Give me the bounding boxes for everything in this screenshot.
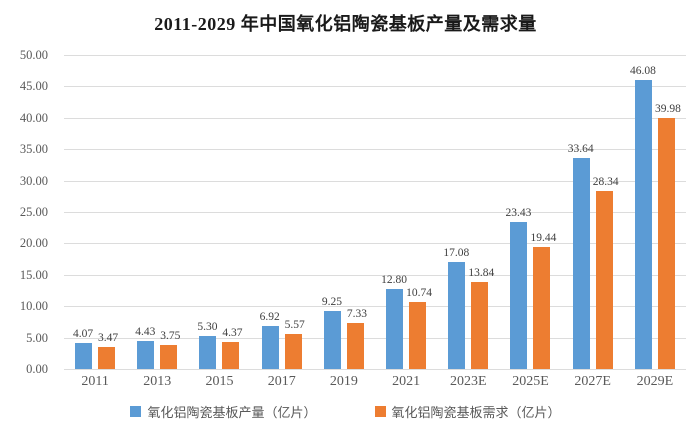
value-label: 9.25: [321, 295, 342, 308]
production-bar-2015: [199, 335, 217, 369]
chart-title: 2011-2029 年中国氧化铝陶瓷基板产量及需求量: [154, 14, 537, 34]
x-tick-label-2011: 2011: [81, 374, 109, 389]
gridline: [64, 180, 686, 182]
production-bar-2013: [137, 341, 155, 369]
gridline: [64, 337, 686, 339]
gridline: [64, 149, 686, 151]
value-label: 39.98: [654, 102, 681, 115]
bar-group-2021: 12.80 10.74: [375, 55, 437, 369]
bar-group-2019: 9.25 7.33: [313, 55, 375, 369]
production-bar-2017: [261, 325, 279, 369]
gridline: [64, 212, 686, 213]
demand-bar-2029E: [657, 117, 675, 369]
y-tick-label: 50.00: [19, 48, 48, 62]
demand-swatch-icon: [374, 406, 386, 417]
x-tick-label-2017: 2017: [267, 374, 296, 389]
value-label: 23.43: [505, 206, 532, 219]
bar-group-2013: 4.43 3.75: [126, 55, 188, 369]
bar-group-2025E: 23.43 19.44: [499, 55, 561, 369]
x-tick-label-2023E: 2023E: [450, 374, 487, 389]
value-label: 3.47: [98, 332, 119, 345]
demand-bar-2015: [222, 341, 240, 369]
y-tick-label: 5.00: [26, 330, 48, 345]
x-tick-label-2021: 2021: [392, 374, 421, 389]
value-label: 4.37: [222, 326, 243, 339]
y-tick-label: 25.00: [19, 205, 48, 219]
legend-item-demand: 氧化铝陶瓷基板需求（亿片）: [374, 402, 561, 421]
value-label: 4.43: [135, 326, 156, 339]
production-bar-2011: [75, 343, 93, 369]
production-bar-2021: [386, 288, 404, 369]
y-tick-label: 45.00: [19, 79, 48, 94]
value-label: 13.84: [468, 267, 495, 280]
x-tick-label-2027E: 2027E: [574, 374, 611, 389]
gridline: [64, 274, 686, 276]
value-label: 33.64: [567, 142, 594, 155]
legend-label: 氧化铝陶瓷基板产量（亿片）: [147, 405, 317, 420]
y-tick-label: 40.00: [19, 110, 48, 125]
y-tick-label: 10.00: [19, 299, 48, 314]
x-tick-label-2013: 2013: [143, 374, 172, 389]
value-label: 7.33: [346, 307, 367, 320]
demand-bar-2021: [409, 301, 427, 369]
gridline: [64, 369, 686, 370]
value-label: 28.34: [592, 176, 619, 189]
demand-bar-2023E: [471, 282, 489, 369]
value-label: 12.80: [381, 273, 408, 286]
x-tick-label-2025E: 2025E: [512, 374, 549, 389]
bar-group-2029E: 46.08 39.98: [624, 55, 686, 369]
production-bar-2025E: [510, 221, 528, 369]
x-tick-label-2015: 2015: [205, 374, 234, 389]
bar-group-2023E: 17.08 13.84: [437, 55, 499, 369]
demand-bar-2011: [98, 347, 116, 369]
gridline: [64, 243, 686, 245]
value-label: 19.44: [530, 231, 557, 244]
plot-area: 4.07 3.47 4.43 3.75 5.30 4.37 6.92 5.57 9.25 7.33…: [64, 55, 686, 370]
x-tick-label-2029E: 2029E: [636, 374, 674, 389]
y-tick-label: 35.00: [19, 142, 48, 157]
demand-bar-2013: [160, 345, 178, 369]
legend-label: 氧化铝陶瓷基板需求（亿片）: [391, 405, 561, 420]
bar-group-2027E: 33.64 28.34: [562, 55, 624, 369]
value-label: 5.30: [197, 320, 218, 333]
x-axis: 2011 2013 2015 2017 2019 2021 2023E 2025E 2027E 2…: [64, 372, 686, 394]
gridline: [64, 86, 686, 88]
y-tick-label: 20.00: [19, 236, 48, 251]
x-tick-label-2019: 2019: [329, 374, 358, 389]
value-label: 17.08: [443, 246, 470, 259]
production-swatch-icon: [130, 406, 142, 417]
production-bar-2027E: [572, 157, 590, 369]
gridline: [64, 306, 686, 308]
value-label: 5.57: [284, 319, 305, 332]
production-bar-2019: [323, 310, 341, 369]
value-label: 3.75: [160, 330, 181, 343]
y-tick-label: 15.00: [19, 267, 48, 282]
bar-group-2011: 4.07 3.47: [64, 55, 126, 369]
bar-group-2015: 5.30 4.37: [188, 55, 250, 369]
value-label: 10.74: [406, 286, 433, 299]
gridline: [64, 55, 686, 56]
value-label: 6.92: [259, 310, 280, 323]
demand-bar-2025E: [533, 246, 551, 369]
legend-item-production: 氧化铝陶瓷基板产量（亿片）: [130, 402, 317, 421]
legend: 氧化铝陶瓷基板产量（亿片） 氧化铝陶瓷基板需求（亿片）: [0, 402, 691, 421]
value-label: 46.08: [629, 64, 656, 77]
gridline: [64, 117, 686, 119]
production-bar-2029E: [634, 79, 652, 369]
value-label: 4.07: [73, 328, 94, 341]
y-tick-label: 30.00: [19, 173, 48, 188]
demand-bar-2019: [346, 322, 364, 369]
demand-bar-2027E: [595, 191, 613, 369]
demand-bar-2017: [284, 334, 302, 369]
y-tick-label: 0.00: [26, 362, 48, 376]
production-bar-2023E: [448, 261, 466, 369]
y-axis: 50.00 45.00 40.00 35.00 30.00 25.00 20.00 15.00…: [0, 48, 56, 376]
bar-group-2017: 6.92 5.57: [251, 55, 313, 369]
